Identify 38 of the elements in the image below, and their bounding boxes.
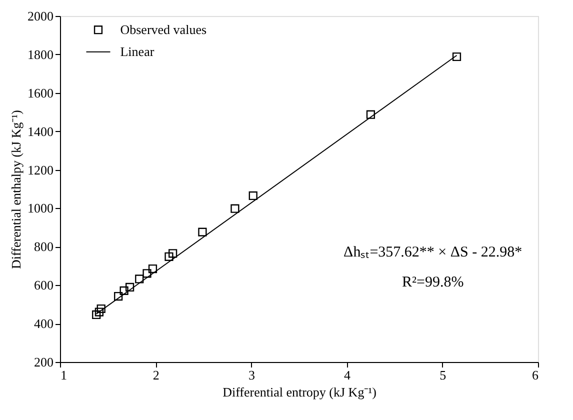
x-tick-label: 6 <box>532 368 539 382</box>
point <box>198 228 207 236</box>
annotation: Δhₛₜ=357.62** × ΔS - 22.98* <box>344 244 522 260</box>
point <box>168 249 178 258</box>
point <box>94 308 104 316</box>
x-tick-label: 1 <box>60 368 67 382</box>
y-tick-label: 1200 <box>28 162 54 178</box>
y-tick-label: 600 <box>34 278 54 293</box>
point <box>142 269 152 278</box>
point <box>148 264 158 274</box>
point <box>125 282 134 292</box>
point <box>92 310 101 320</box>
point <box>114 292 123 301</box>
point <box>248 191 258 200</box>
x-axis-title: Differential entropy (kJ Kg⁻¹) <box>222 384 376 400</box>
y-tick-label: 400 <box>34 316 54 332</box>
x-tick-label: 2 <box>152 368 160 382</box>
y-tick-label: 1800 <box>28 46 54 62</box>
point <box>230 204 240 213</box>
y-tick-label: 1000 <box>28 200 54 216</box>
y-tick-label: 2000 <box>28 8 54 24</box>
legend-label: Observed values <box>120 22 207 37</box>
y-axis-title: Differential enthalpy (kJ Kg⁻¹) <box>8 110 24 269</box>
x-tick-label: 3 <box>248 368 255 382</box>
point <box>452 52 462 62</box>
x-tick-label: 4 <box>344 368 352 382</box>
point <box>135 274 144 284</box>
point <box>120 286 128 295</box>
y-tick-label: 1400 <box>28 124 54 139</box>
x-tick-label: 5 <box>440 368 446 382</box>
legend-label: Linear <box>120 44 155 59</box>
annotation: R²=99.8% <box>402 274 464 290</box>
y-tick-label: 1600 <box>28 85 54 100</box>
point <box>366 110 376 119</box>
y-tick-label: 800 <box>34 239 54 254</box>
point <box>96 304 106 314</box>
y-tick-label: 200 <box>34 354 54 370</box>
point <box>164 252 174 261</box>
